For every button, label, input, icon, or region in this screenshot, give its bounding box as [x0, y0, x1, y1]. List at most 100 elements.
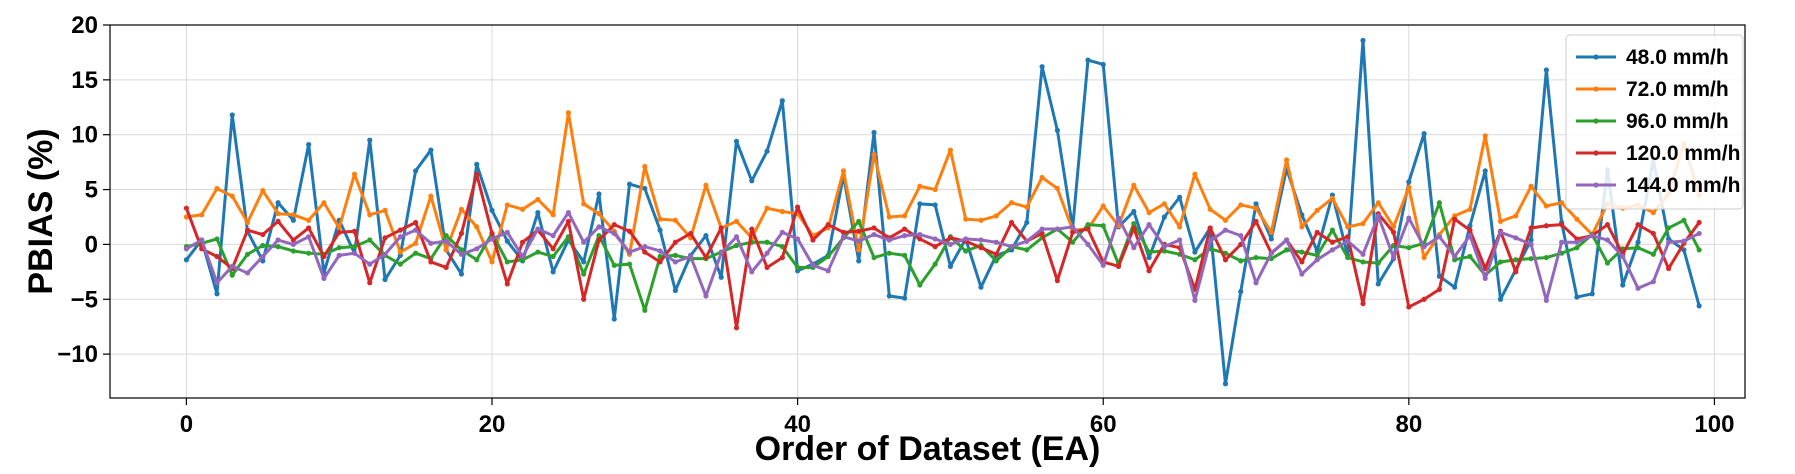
data-point	[1666, 265, 1672, 272]
data-point	[1421, 254, 1427, 261]
legend-marker	[1593, 182, 1599, 188]
data-point	[1115, 263, 1122, 269]
data-point	[1238, 258, 1244, 264]
data-point	[611, 222, 617, 228]
data-point	[1299, 249, 1305, 255]
data-point	[1467, 206, 1473, 212]
data-point	[993, 239, 999, 245]
axis-ticks: 0 20 40 60 80 100 −10 −5 0 5 10 15 20	[57, 12, 1734, 438]
data-point	[428, 193, 434, 199]
data-point	[672, 239, 678, 245]
data-point	[336, 229, 342, 235]
data-point	[413, 240, 419, 246]
series-5	[183, 210, 1702, 303]
data-point	[229, 272, 235, 278]
data-point	[443, 264, 449, 271]
data-point	[1375, 281, 1381, 287]
plot-frame	[109, 24, 1746, 399]
data-point	[764, 205, 770, 211]
data-point	[382, 251, 388, 257]
data-point	[550, 233, 556, 239]
data-point	[397, 227, 403, 233]
y-tick-label: 10	[71, 122, 98, 149]
data-point	[1559, 222, 1565, 228]
data-point	[611, 262, 617, 268]
data-point	[290, 248, 296, 254]
data-point	[947, 235, 954, 241]
data-point	[733, 138, 740, 144]
data-point	[1375, 213, 1381, 219]
data-point	[1666, 239, 1672, 245]
data-point	[626, 261, 633, 267]
data-point	[1620, 253, 1626, 260]
data-point	[901, 295, 908, 301]
data-point	[978, 284, 984, 290]
data-point	[1681, 238, 1687, 244]
data-point	[871, 225, 877, 231]
data-point	[840, 168, 847, 174]
data-point	[611, 230, 617, 237]
data-point	[1589, 291, 1595, 297]
data-point	[1406, 179, 1412, 185]
data-point	[244, 270, 251, 276]
data-point	[642, 185, 648, 192]
data-point	[474, 246, 480, 252]
data-point	[1314, 229, 1320, 235]
data-point	[1528, 225, 1534, 231]
data-point	[229, 193, 235, 199]
data-point	[1222, 257, 1229, 263]
data-point	[1253, 254, 1259, 261]
data-point	[718, 250, 724, 256]
data-point	[306, 141, 312, 148]
data-point	[917, 282, 923, 288]
data-point	[1696, 230, 1702, 237]
data-point	[1085, 222, 1091, 228]
data-point	[367, 261, 373, 267]
data-point	[825, 222, 831, 228]
data-point	[229, 112, 235, 118]
data-point	[1421, 244, 1427, 250]
data-point	[260, 253, 266, 260]
data-point	[336, 252, 342, 258]
data-point	[1070, 224, 1076, 230]
data-point	[1192, 257, 1198, 263]
data-point	[657, 248, 663, 254]
data-point	[1497, 218, 1504, 224]
legend-item: 96.0 mm/h	[1576, 110, 1729, 133]
data-point	[810, 237, 816, 243]
data-point	[901, 233, 908, 239]
data-point	[382, 207, 388, 213]
data-point	[1161, 201, 1167, 207]
data-point	[718, 225, 724, 231]
data-point	[382, 235, 388, 241]
data-point	[1085, 57, 1091, 63]
data-point	[1436, 234, 1442, 240]
data-point	[1360, 251, 1366, 257]
data-point	[1421, 296, 1427, 302]
data-point	[397, 261, 403, 267]
data-point	[1192, 249, 1198, 255]
data-point	[1039, 226, 1045, 232]
data-point	[963, 236, 969, 242]
data-point	[581, 296, 587, 302]
data-point	[733, 234, 740, 240]
data-point	[1436, 200, 1442, 206]
legend-label: 72.0 mm/h	[1626, 78, 1729, 101]
data-point	[1131, 220, 1137, 227]
data-point	[214, 280, 220, 286]
data-point	[1008, 219, 1015, 226]
x-tick-label: 80	[1395, 411, 1422, 438]
data-point	[1192, 171, 1198, 177]
data-point	[856, 228, 862, 234]
data-point	[1024, 204, 1030, 210]
data-point	[1696, 219, 1702, 226]
data-point	[993, 258, 999, 264]
data-point	[565, 210, 572, 216]
y-tick-label: −5	[71, 286, 98, 313]
data-point	[244, 219, 251, 226]
data-point	[611, 316, 617, 322]
data-point	[901, 226, 908, 232]
data-point	[535, 196, 541, 203]
data-point	[474, 171, 480, 177]
data-point	[886, 293, 892, 299]
